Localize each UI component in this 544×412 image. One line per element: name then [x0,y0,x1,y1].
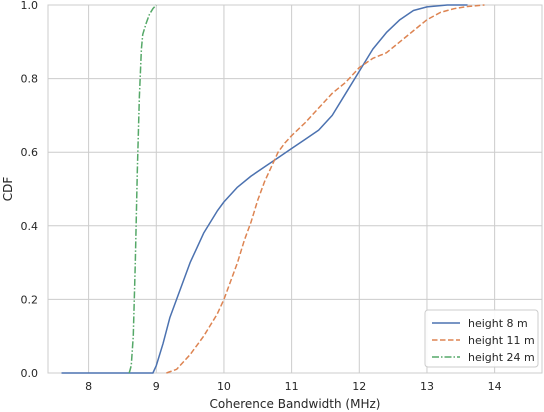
legend-label-0: height 8 m [468,317,528,330]
x-tick-label: 13 [420,380,434,393]
series-line-2 [128,4,157,374]
y-tick-label: 0.6 [21,146,39,159]
series-line-1 [166,4,485,374]
legend-box [424,309,539,368]
x-tick-label: 10 [217,380,231,393]
y-tick-label: 0.8 [21,73,39,86]
x-tick-label: 8 [85,380,92,393]
y-tick-labels: 0.0 0.2 0.4 0.6 0.8 1.0 [21,0,39,380]
y-tick-label: 1.0 [21,0,39,12]
x-tick-label: 14 [488,380,502,393]
x-axis-label: Coherence Bandwidth (MHz) [210,397,381,411]
y-tick-label: 0.2 [21,293,39,306]
x-tick-label: 9 [153,380,160,393]
legend: height 8 m height 11 m height 24 m [424,309,539,368]
x-tick-labels: 8 9 10 11 12 13 14 [85,380,502,393]
legend-label-1: height 11 m [468,334,535,347]
series-line-0 [61,4,468,374]
y-tick-label: 0.0 [21,367,39,380]
y-axis-label: CDF [1,177,15,202]
x-tick-label: 11 [285,380,299,393]
legend-label-2: height 24 m [468,351,535,364]
x-tick-label: 12 [352,380,366,393]
y-tick-label: 0.4 [21,220,39,233]
series-lines [61,4,485,374]
